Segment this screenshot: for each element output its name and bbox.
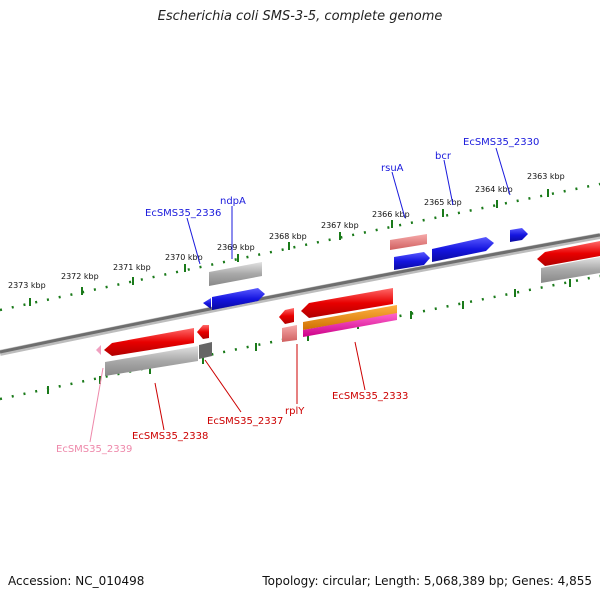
gene-ecsms35-2330[interactable] (510, 228, 528, 242)
gene-ecsms35-2339[interactable] (96, 345, 101, 355)
gene-ndpa[interactable] (212, 288, 265, 310)
tick-label: 2367 kbp (321, 221, 359, 230)
lower-leader-lines (154, 341, 366, 431)
upper-major-ticks (29, 189, 549, 306)
genome-summary-text: Topology: circular; Length: 5,068,389 bp… (262, 574, 592, 588)
gene-label-ecsms35-2333[interactable]: EcSMS35_2333 (332, 391, 408, 402)
feature-dark-2337[interactable] (199, 342, 212, 359)
lower-major-ticks (47, 279, 571, 394)
tick-label: 2371 kbp (113, 263, 151, 272)
genome-backbone (0, 233, 600, 356)
tick-label: 2364 kbp (475, 185, 513, 194)
gene-ecsms35-2338[interactable] (104, 328, 194, 356)
tick-label: 2365 kbp (424, 198, 462, 207)
lower-tick-track (0, 274, 600, 401)
gene-rsua-grey[interactable] (390, 234, 427, 250)
gene-label-ecsms35-2330[interactable]: EcSMS35_2330 (463, 137, 539, 148)
tick-label: 2363 kbp (527, 172, 565, 181)
gene-label-rply[interactable]: rplY (285, 406, 305, 417)
feature-grey-2338[interactable] (105, 346, 198, 376)
tick-label: 2369 kbp (217, 243, 255, 252)
gene-rsua[interactable] (394, 252, 430, 270)
gene-label-bcr[interactable]: bcr (435, 151, 452, 162)
page-title: Escherichia coli SMS-3-5, complete genom… (157, 9, 443, 24)
tick-label: 2370 kbp (165, 253, 203, 262)
gene-bcr[interactable] (432, 237, 494, 262)
gene-label-ndpa[interactable]: ndpA (220, 196, 246, 207)
upper-leader-lines (186, 147, 511, 265)
tick-label: 2373 kbp (8, 281, 46, 290)
gene-label-ecsms35-2339[interactable]: EcSMS35_2339 (56, 444, 132, 455)
feature-rply-salmon[interactable] (282, 325, 297, 342)
feature-orange-2333[interactable] (303, 305, 397, 330)
leader-line-2339 (89, 367, 104, 443)
upper-tick-track (0, 182, 600, 312)
feature-magenta-2333[interactable] (303, 313, 397, 337)
tick-label: 2368 kbp (269, 232, 307, 241)
tick-label: 2366 kbp (372, 210, 410, 219)
tick-label: 2372 kbp (61, 272, 99, 281)
gene-label-ecsms35-2336[interactable]: EcSMS35_2336 (145, 208, 221, 219)
gene-ecsms35-2336-grey[interactable] (209, 262, 262, 286)
gene-label-rsua[interactable]: rsuA (381, 163, 404, 174)
gene-reverse-right[interactable] (537, 241, 600, 266)
gene-label-ecsms35-2337[interactable]: EcSMS35_2337 (207, 416, 283, 427)
gene-ndpa-fragment[interactable] (203, 298, 211, 309)
feature-grey-right[interactable] (541, 257, 600, 283)
accession-text: Accession: NC_010498 (8, 574, 145, 588)
gene-rply[interactable] (279, 308, 294, 324)
gene-ecsms35-2333[interactable] (301, 288, 393, 318)
gene-label-ecsms35-2338[interactable]: EcSMS35_2338 (132, 431, 208, 442)
gene-ecsms35-2337[interactable] (197, 325, 209, 339)
